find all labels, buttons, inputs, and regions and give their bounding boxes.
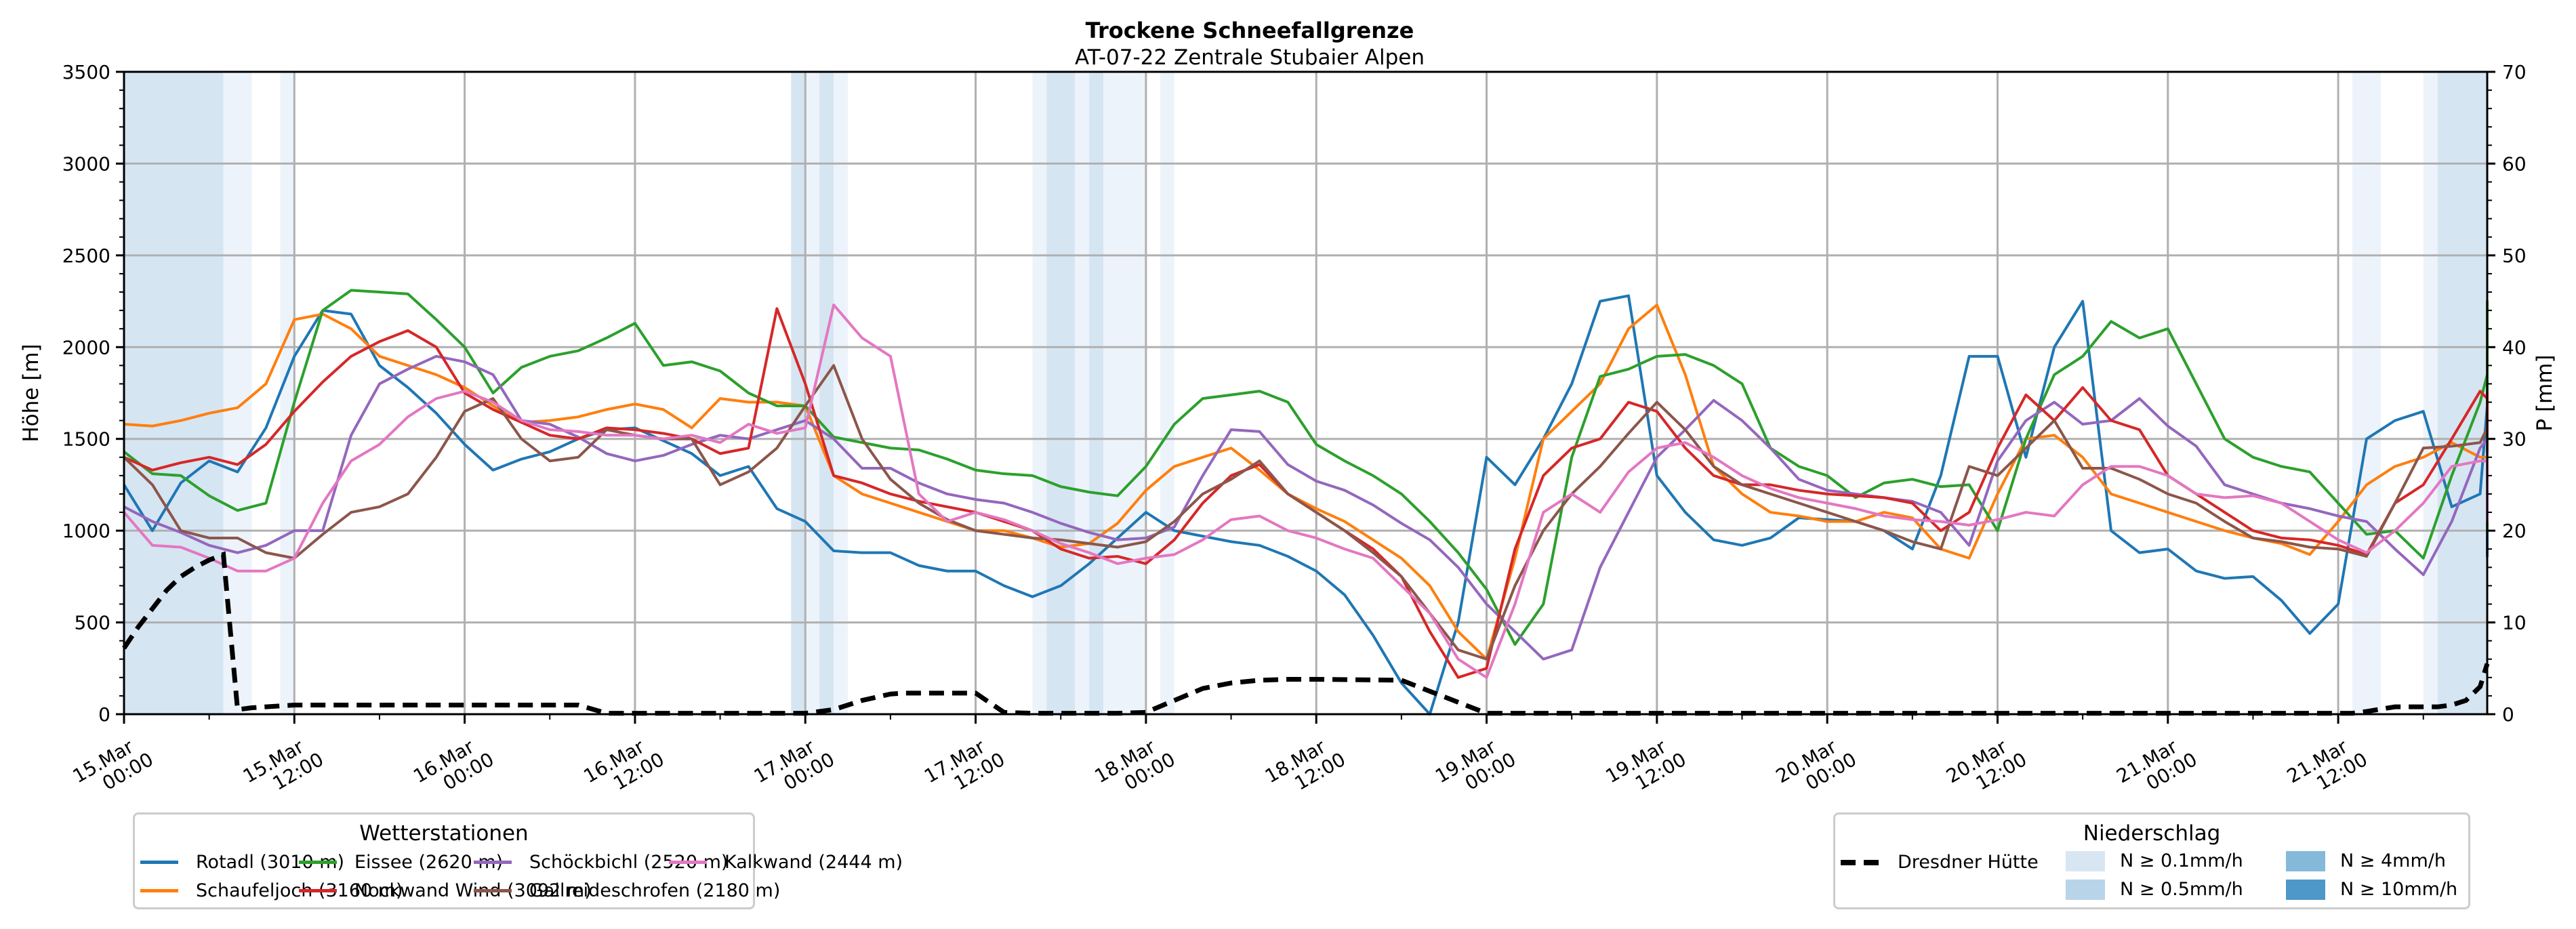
y2-tick-label: 70 <box>2502 61 2527 83</box>
legend-item-n4: N ≥ 4mm/h <box>2286 850 2446 871</box>
y-tick-label: 1500 <box>62 428 110 451</box>
legend-stations-title: Wetterstationen <box>359 821 529 846</box>
legend-item-eissee: Eissee (2620 m) <box>299 852 503 873</box>
legend-label: Kalkwand (2444 m) <box>724 852 903 873</box>
x-tick-label: 16.Mar00:00 <box>409 730 497 806</box>
legend-swatch-patch <box>2066 850 2105 871</box>
x-tick-label: 20.Mar12:00 <box>1942 730 2030 806</box>
precip-band <box>1075 72 1090 714</box>
precip-band <box>2352 72 2381 714</box>
legend-swatch <box>140 861 178 864</box>
axes: 0 500 1000 1500 2000 2500 3000 3500 0 10 20 30 40 50 6… <box>62 61 2527 806</box>
y-tick-label: 500 <box>75 612 110 634</box>
precip-band <box>223 72 252 714</box>
precip-band <box>124 72 224 714</box>
y-tick-label: 2000 <box>62 336 110 358</box>
series-line-5 <box>123 364 2489 661</box>
y2-tick-label: 0 <box>2502 703 2514 726</box>
legend-swatch <box>140 889 178 892</box>
legend-label: N ≥ 4mm/h <box>2340 850 2446 871</box>
precip-band <box>791 72 806 714</box>
x-tick-label: 17.Mar12:00 <box>920 730 1008 806</box>
y-axis-label-left: Höhe [m] <box>19 344 43 442</box>
y2-tick-label: 40 <box>2502 336 2527 358</box>
precip-band <box>834 72 849 714</box>
x-tick-label: 21.Mar12:00 <box>2283 730 2371 806</box>
x-tick-label: 18.Mar12:00 <box>1261 730 1349 806</box>
y2-tick-label: 50 <box>2502 245 2527 267</box>
legend-stations: Wetterstationen Rotadl (3010 m) Schaufel… <box>133 812 903 909</box>
plot-frame <box>123 70 2489 716</box>
x-tick-label: 20.Mar00:00 <box>1772 730 1860 806</box>
precip-band <box>1032 72 1047 714</box>
legend-label: Gallreideschrofen (2180 m) <box>529 880 781 901</box>
legend-swatch <box>299 861 337 864</box>
legend-precip-title: Niederschlag <box>2083 821 2221 846</box>
precip-band <box>280 72 295 714</box>
precip-line-dresdner-huette <box>122 551 2490 716</box>
x-tick-label: 21.Mar00:00 <box>2112 730 2201 806</box>
x-tick-label: 19.Mar12:00 <box>1601 730 1690 806</box>
legend-swatch-patch <box>2066 879 2105 900</box>
legend-label: Dresdner Hütte <box>1898 852 2039 873</box>
precip-band <box>1103 72 1146 714</box>
grid <box>124 72 2487 714</box>
x-tick-label: 16.Mar12:00 <box>580 730 668 806</box>
precip-band <box>819 72 834 714</box>
y2-tick-label: 60 <box>2502 152 2527 175</box>
y-tick-label: 3500 <box>62 61 110 83</box>
legend-swatch <box>474 889 512 892</box>
precip-line-group <box>122 551 2490 716</box>
y-tick-label: 1000 <box>62 520 110 542</box>
legend-item-schaufeljoch: Schaufeljoch (3160 m) <box>140 880 403 901</box>
precip-band <box>1160 72 1174 714</box>
legend-item-gallreideschrofen: Gallreideschrofen (2180 m) <box>474 880 780 901</box>
precip-band <box>1046 72 1076 714</box>
precip-band <box>1089 72 1104 714</box>
legend-item-n10: N ≥ 10mm/h <box>2286 879 2457 900</box>
legend-swatch-dashed <box>1841 859 1880 865</box>
y2-tick-label: 30 <box>2502 428 2527 451</box>
y2-tick-label: 20 <box>2502 520 2527 542</box>
y-tick-label: 2500 <box>62 245 110 267</box>
legend-swatch <box>299 889 337 892</box>
series-line-1 <box>123 303 2489 661</box>
legend-item-kalkwand: Kalkwand (2444 m) <box>669 852 903 873</box>
legend-label: N ≥ 0.1mm/h <box>2120 850 2243 871</box>
legend-label: Nockwand Wind (3092 m) <box>354 880 592 901</box>
legend-precip: Niederschlag Dresdner Hütte N ≥ 0.1mm/h … <box>1833 812 2470 909</box>
y2-tick-label: 10 <box>2502 612 2527 634</box>
legend-item-nockwand: Nockwand Wind (3092 m) <box>299 880 592 901</box>
series-lines <box>123 289 2489 716</box>
legend-item-n01: N ≥ 0.1mm/h <box>2066 850 2243 871</box>
y-tick-label: 0 <box>98 703 110 726</box>
precip-bands <box>124 72 2487 714</box>
legend-label: N ≥ 0.5mm/h <box>2120 879 2243 900</box>
chart-subtitle: AT-07-22 Zentrale Stubaier Alpen <box>1075 45 1425 70</box>
x-tick-label: 18.Mar00:00 <box>1091 730 1179 806</box>
y-tick-label: 3000 <box>62 152 110 175</box>
x-tick-label: 17.Mar00:00 <box>750 730 838 806</box>
legend-swatch <box>669 861 707 864</box>
x-tick-label: 19.Mar00:00 <box>1431 730 1519 806</box>
legend-swatch-patch <box>2286 879 2325 900</box>
legend-item-dresdner-huette: Dresdner Hütte <box>1841 852 2039 873</box>
x-tick-label: 15.Mar12:00 <box>239 730 327 806</box>
precip-band <box>2423 72 2438 714</box>
x-tick-label: 15.Mar00:00 <box>69 730 157 806</box>
legend-item-n05: N ≥ 0.5mm/h <box>2066 879 2243 900</box>
legend-swatch <box>474 861 512 864</box>
y-axis-label-right: P [mm] <box>2533 354 2557 431</box>
legend-swatch-patch <box>2286 850 2325 871</box>
legend-label: N ≥ 10mm/h <box>2340 879 2458 900</box>
chart-title: Trockene Schneefallgrenze <box>1086 18 1414 43</box>
